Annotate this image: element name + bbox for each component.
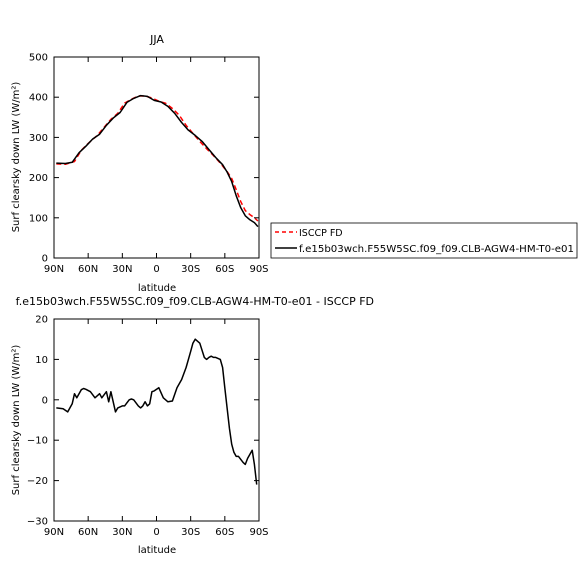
bottom-panel: f.e15b03wch.F55W5SC.f09_f09.CLB-AGW4-HM-… xyxy=(11,295,374,556)
bottom-x-ticks: 90N 60N 30N 0 30S 60S 90S xyxy=(44,319,269,538)
bottom-x-axis-label: latitude xyxy=(138,545,176,556)
top-plot-frame xyxy=(53,56,260,259)
bottom-y-axis-label: Surf clearsky down LW (W/m²) xyxy=(11,345,22,496)
p1-ytick-label: 500 xyxy=(29,53,48,64)
p2-ytick-label: 0 xyxy=(42,395,48,406)
p2-xtick-label: 30N xyxy=(112,527,132,538)
p2-ytick-label: 10 xyxy=(35,355,48,366)
top-x-ticks: 90N 60N 30N 0 30S 60S 90S xyxy=(44,57,269,275)
p2-ytick-label: −20 xyxy=(27,476,48,487)
p1-ytick-label: 100 xyxy=(29,213,48,224)
p1-series-line-0 xyxy=(56,95,259,222)
top-y-axis-label: Surf clearsky down LW (W/m²) xyxy=(11,82,22,233)
p2-xtick-label: 30S xyxy=(181,527,200,538)
p2-xtick-label: 0 xyxy=(153,527,159,538)
p1-xtick-label: 30S xyxy=(181,264,200,275)
p2-xtick-label: 60S xyxy=(215,527,234,538)
p1-series-line-1 xyxy=(56,94,259,228)
p1-xtick-label: 30N xyxy=(112,264,132,275)
top-panel-title: JJA xyxy=(149,33,164,46)
p1-ytick-label: 300 xyxy=(29,133,48,144)
p1-ytick-label: 200 xyxy=(29,173,48,184)
top-x-axis-label: latitude xyxy=(138,283,176,294)
bottom-plot-area xyxy=(56,338,258,485)
p1-xtick-label: 90N xyxy=(44,264,64,275)
p2-xtick-label: 90S xyxy=(249,527,268,538)
p1-xtick-label: 60S xyxy=(215,264,234,275)
legend-box xyxy=(270,222,578,259)
p1-ytick-label: 400 xyxy=(29,93,48,104)
top-panel: JJA 0 100 200 300 400 500 90N 60N 30N 0 30S 60S 90S… xyxy=(11,33,269,294)
top-y-ticks: 0 100 200 300 400 500 xyxy=(29,53,259,265)
bottom-y-ticks: −30 −20 −10 0 10 20 xyxy=(27,315,259,528)
p1-xtick-label: 90S xyxy=(249,264,268,275)
p1-xtick-label: 60N xyxy=(78,264,98,275)
p1-ytick-label: 0 xyxy=(42,254,48,265)
p2-ytick-label: −10 xyxy=(27,436,48,447)
p2-ytick-label: 20 xyxy=(35,315,48,326)
top-plot-area xyxy=(56,94,259,228)
legend: ISCCP FD f.e15b03wch.F55W5SC.f09_f09.CLB… xyxy=(270,222,578,259)
p2-ytick-label: −30 xyxy=(27,517,48,528)
p2-xtick-label: 90N xyxy=(44,527,64,538)
legend-label-model: f.e15b03wch.F55W5SC.f09_f09.CLB-AGW4-HM-… xyxy=(299,244,574,255)
p2-xtick-label: 60N xyxy=(78,527,98,538)
p2-series-line-0 xyxy=(56,338,258,485)
bottom-panel-title: f.e15b03wch.F55W5SC.f09_f09.CLB-AGW4-HM-… xyxy=(16,295,374,308)
legend-label-isccp: ISCCP FD xyxy=(299,228,343,239)
p1-xtick-label: 0 xyxy=(153,264,159,275)
